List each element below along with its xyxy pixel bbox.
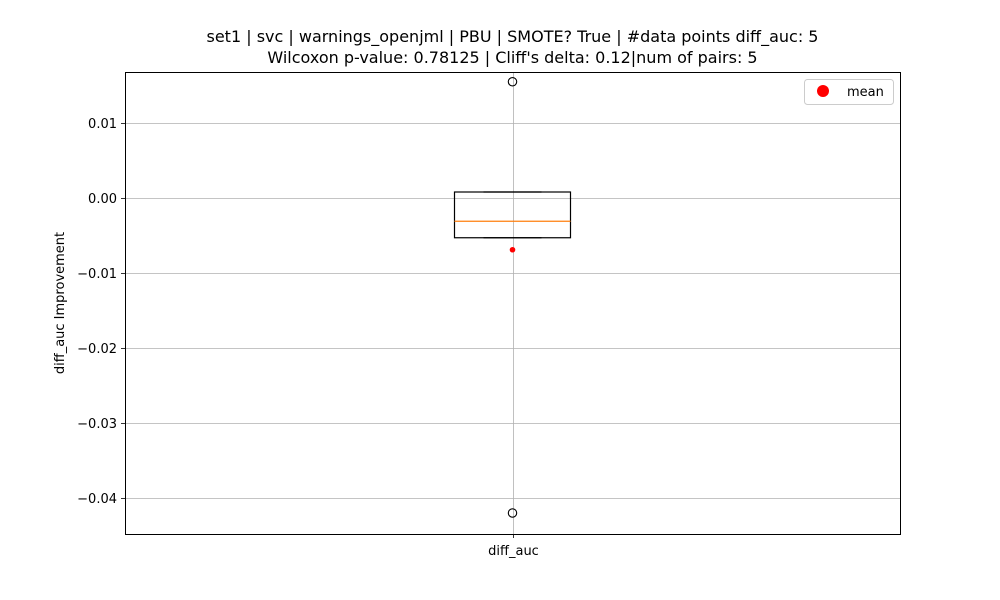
legend-mean-marker bbox=[817, 85, 829, 97]
legend-mean-label: mean bbox=[847, 85, 884, 100]
legend-frame bbox=[804, 79, 894, 105]
outlier-point bbox=[507, 508, 518, 518]
box-group bbox=[453, 77, 572, 518]
outlier-point bbox=[507, 77, 518, 87]
y-tick-label: −0.01 bbox=[77, 267, 117, 282]
y-tick-label: −0.03 bbox=[77, 417, 117, 432]
y-axis-label: diff_auc Improvement bbox=[53, 232, 68, 374]
y-tick-label: 0.01 bbox=[88, 117, 117, 132]
y-tick-label: −0.02 bbox=[77, 342, 117, 357]
grid bbox=[125, 72, 900, 534]
chart-title-line-2: Wilcoxon p-value: 0.78125 | Cliff's delt… bbox=[267, 48, 758, 67]
axes bbox=[125, 72, 901, 535]
y-tick-label: 0.00 bbox=[88, 192, 117, 207]
x-tick-label: diff_auc bbox=[488, 544, 539, 559]
y-tick-label: −0.04 bbox=[77, 492, 117, 507]
mean-marker bbox=[509, 246, 516, 253]
chart-title-line-1: set1 | svc | warnings_openjml | PBU | SM… bbox=[206, 27, 819, 46]
x-axis-ticks: diff_auc bbox=[488, 534, 539, 559]
plot-area-frame bbox=[125, 72, 901, 535]
legend: mean bbox=[804, 79, 894, 105]
y-axis-ticks: 0.01 0.00 −0.01 −0.02 −0.03 −0.04 bbox=[77, 117, 125, 507]
